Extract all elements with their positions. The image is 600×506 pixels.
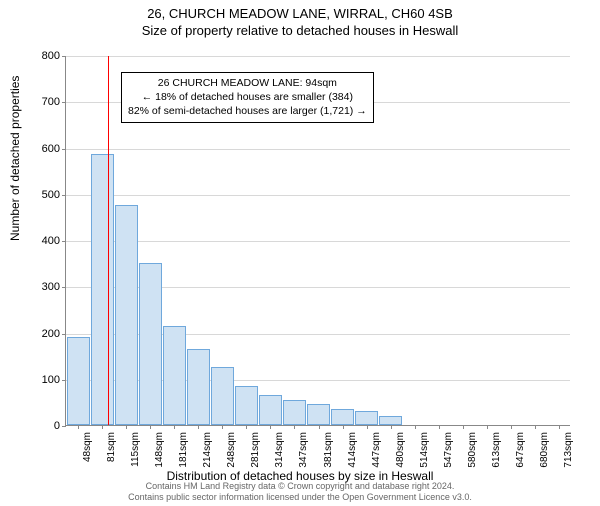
bar: [331, 409, 354, 425]
chart-area: 010020030040050060070080048sqm81sqm115sq…: [65, 56, 570, 426]
xtick-mark: [367, 425, 368, 429]
ytick-mark: [62, 426, 66, 427]
xtick-mark: [150, 425, 151, 429]
ytick-mark: [62, 149, 66, 150]
ytick-mark: [62, 380, 66, 381]
xtick-mark: [559, 425, 560, 429]
bar: [235, 386, 258, 425]
footer-line-1: Contains HM Land Registry data © Crown c…: [0, 481, 600, 492]
plot-region: 010020030040050060070080048sqm81sqm115sq…: [65, 56, 570, 426]
ytick-mark: [62, 287, 66, 288]
ytick-label: 600: [20, 143, 60, 155]
xtick-mark: [102, 425, 103, 429]
xtick-mark: [487, 425, 488, 429]
gridline: [66, 195, 570, 196]
bar: [379, 416, 402, 425]
xtick-mark: [415, 425, 416, 429]
xtick-mark: [343, 425, 344, 429]
bar: [115, 205, 138, 425]
annotation-line: 82% of semi-detached houses are larger (…: [128, 104, 367, 118]
gridline: [66, 241, 570, 242]
annotation-line: 26 CHURCH MEADOW LANE: 94sqm: [128, 76, 367, 90]
gridline: [66, 149, 570, 150]
ytick-label: 400: [20, 235, 60, 247]
ytick-mark: [62, 102, 66, 103]
xtick-mark: [463, 425, 464, 429]
xtick-mark: [222, 425, 223, 429]
annotation-line: ← 18% of detached houses are smaller (38…: [128, 90, 367, 104]
xtick-mark: [246, 425, 247, 429]
bar: [187, 349, 210, 425]
ytick-mark: [62, 56, 66, 57]
page-subtitle: Size of property relative to detached ho…: [0, 23, 600, 38]
xtick-mark: [511, 425, 512, 429]
ytick-mark: [62, 195, 66, 196]
ytick-mark: [62, 241, 66, 242]
property-marker-line: [108, 56, 109, 425]
ytick-label: 300: [20, 281, 60, 293]
annotation-box: 26 CHURCH MEADOW LANE: 94sqm← 18% of det…: [121, 72, 374, 123]
xtick-mark: [270, 425, 271, 429]
bar: [139, 263, 162, 425]
xtick-mark: [535, 425, 536, 429]
ytick-label: 100: [20, 374, 60, 386]
ytick-mark: [62, 334, 66, 335]
ytick-label: 200: [20, 328, 60, 340]
xtick-mark: [126, 425, 127, 429]
bar: [307, 404, 330, 425]
page-title: 26, CHURCH MEADOW LANE, WIRRAL, CH60 4SB: [0, 6, 600, 21]
ytick-label: 800: [20, 50, 60, 62]
bar: [259, 395, 282, 425]
ytick-label: 500: [20, 189, 60, 201]
xtick-mark: [198, 425, 199, 429]
footer-line-2: Contains public sector information licen…: [0, 492, 600, 503]
bar: [283, 400, 306, 425]
bar: [67, 337, 90, 425]
bar: [91, 154, 114, 425]
ytick-label: 700: [20, 96, 60, 108]
xtick-mark: [78, 425, 79, 429]
xtick-mark: [174, 425, 175, 429]
xtick-mark: [439, 425, 440, 429]
ytick-label: 0: [20, 420, 60, 432]
xtick-mark: [294, 425, 295, 429]
xtick-mark: [391, 425, 392, 429]
xtick-mark: [319, 425, 320, 429]
bar: [211, 367, 234, 425]
bar: [163, 326, 186, 425]
gridline: [66, 56, 570, 57]
bar: [355, 411, 378, 425]
